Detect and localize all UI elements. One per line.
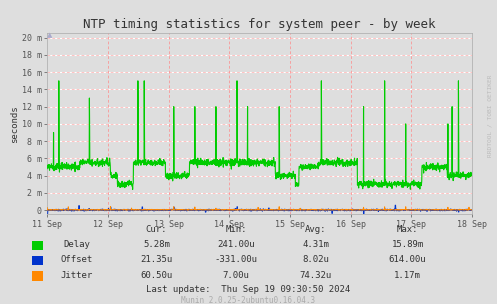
Title: NTP timing statistics for system peer - by week: NTP timing statistics for system peer - … [83, 18, 436, 31]
Text: Min:: Min: [225, 225, 247, 234]
Text: Offset: Offset [61, 255, 93, 264]
Text: -331.00u: -331.00u [215, 255, 257, 264]
Text: 8.02u: 8.02u [302, 255, 329, 264]
Text: Jitter: Jitter [61, 271, 93, 280]
Text: 60.50u: 60.50u [141, 271, 172, 280]
Text: 614.00u: 614.00u [389, 255, 426, 264]
Text: 21.35u: 21.35u [141, 255, 172, 264]
Text: Munin 2.0.25-2ubuntu0.16.04.3: Munin 2.0.25-2ubuntu0.16.04.3 [181, 296, 316, 304]
Text: 74.32u: 74.32u [300, 271, 331, 280]
Text: 241.00u: 241.00u [217, 240, 255, 249]
Text: Avg:: Avg: [305, 225, 327, 234]
Text: RRDTOOL / TOBI OETIKER: RRDTOOL / TOBI OETIKER [487, 74, 492, 157]
Text: 4.31m: 4.31m [302, 240, 329, 249]
Text: 5.28m: 5.28m [143, 240, 170, 249]
Text: ▲: ▲ [47, 32, 53, 38]
Text: 15.89m: 15.89m [392, 240, 423, 249]
Text: Last update:  Thu Sep 19 09:30:50 2024: Last update: Thu Sep 19 09:30:50 2024 [147, 285, 350, 294]
Text: 7.00u: 7.00u [223, 271, 249, 280]
Text: 1.17m: 1.17m [394, 271, 421, 280]
Text: Max:: Max: [397, 225, 418, 234]
Y-axis label: seconds: seconds [10, 105, 19, 143]
Text: Delay: Delay [64, 240, 90, 249]
Text: Cur:: Cur: [146, 225, 167, 234]
